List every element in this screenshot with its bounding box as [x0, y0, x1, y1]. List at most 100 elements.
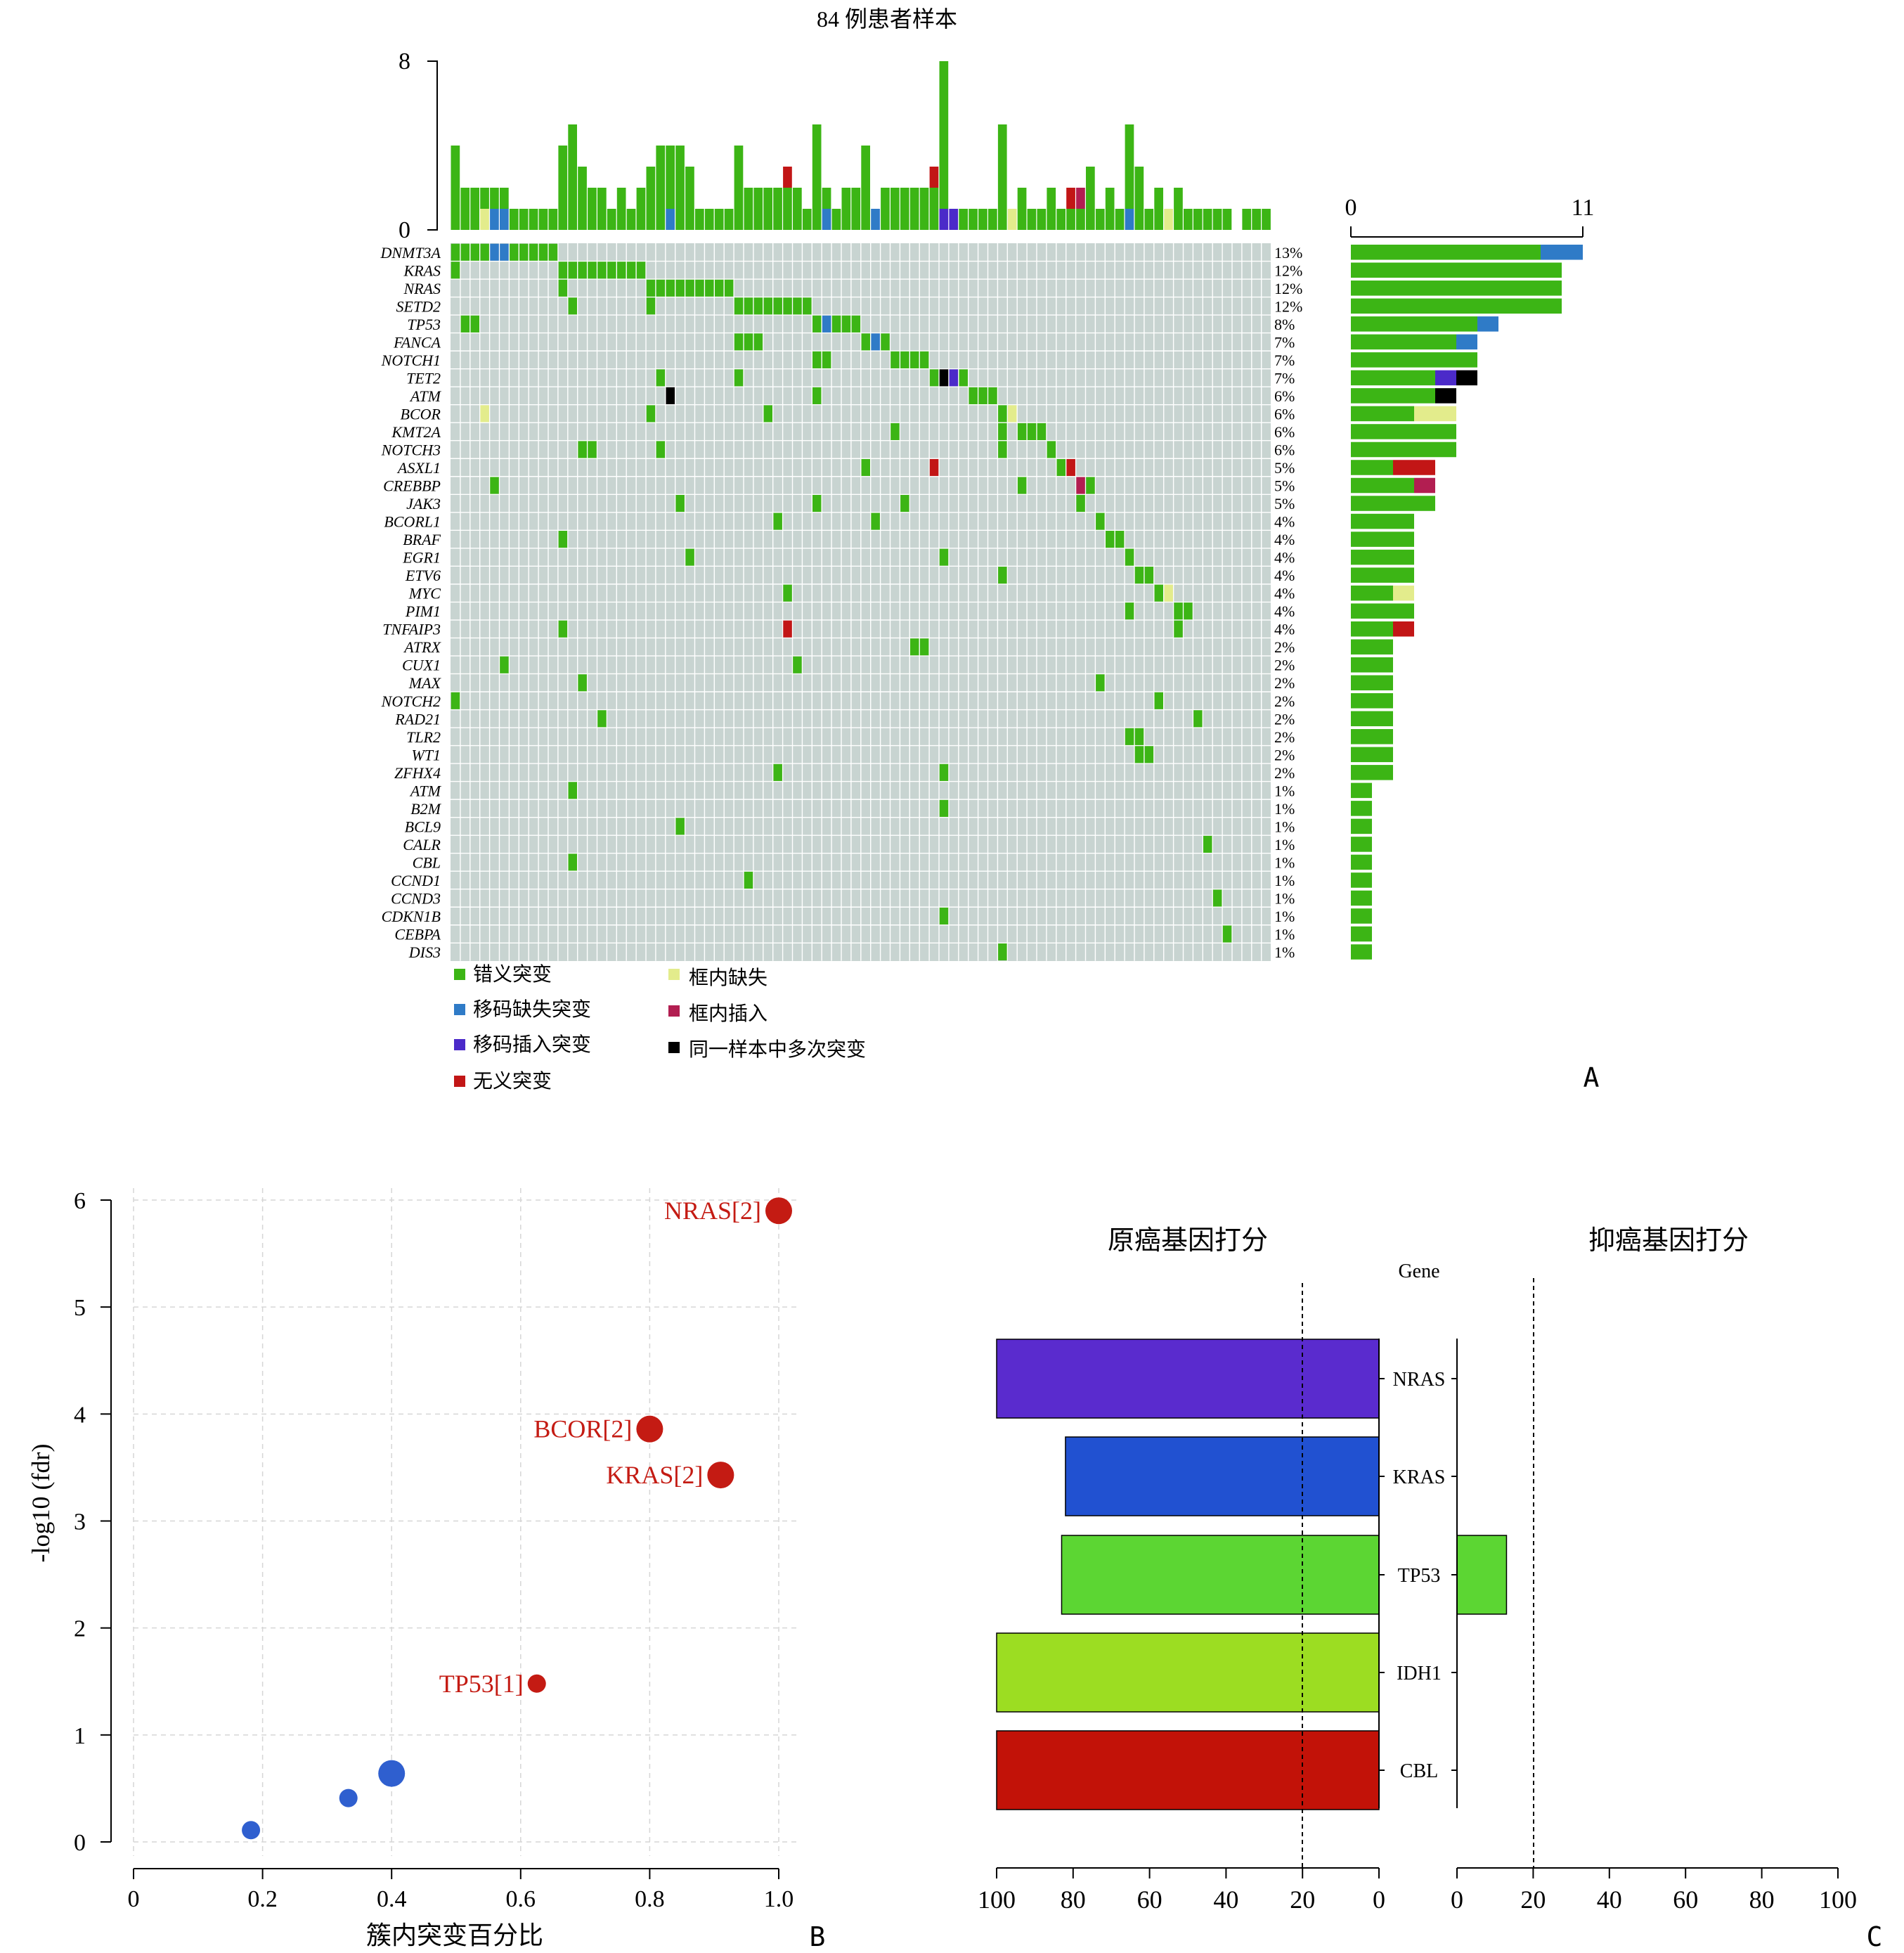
sample-bar-segment-missense — [1174, 188, 1183, 230]
scatter-x-axis-label: 簇内突变百分比 — [366, 1921, 543, 1950]
mutation-cell-jak3-missense — [812, 494, 822, 513]
oncogene-score-title: 原癌基因打分 — [1108, 1225, 1268, 1256]
sample-bar-segment-missense — [695, 209, 704, 230]
gene-label-bcl9: BCL9 — [405, 818, 441, 835]
sample-bar-segment-missense — [626, 209, 636, 230]
mutation-cell-kras-missense — [568, 262, 577, 279]
mutation-cell-bcor-missense — [998, 405, 1007, 423]
gene-bar-segment-tp53-missense — [1351, 316, 1477, 332]
gene-bar-segment-b2m-missense — [1351, 801, 1372, 816]
scatter-grid — [133, 1188, 798, 1856]
sample-bar-segment-missense — [1105, 188, 1115, 230]
gene-label-crebbp: CREBBP — [383, 477, 441, 495]
sample-bar-segment-frameshift_del — [1125, 209, 1134, 230]
oncogene-axis-tick-label: 60 — [1137, 1886, 1163, 1914]
mutation-cell-nras-missense — [705, 279, 714, 297]
sample-bar-segment-nonsense — [783, 167, 792, 188]
mutation-cell-bcorl1-missense — [871, 513, 880, 530]
gene-bar-segment-asxl1-missense — [1351, 460, 1393, 475]
sample-count-axis: 8 0 — [399, 49, 438, 243]
gene-percent-braf: 4% — [1274, 531, 1295, 548]
mutation-cell-dnmt3a-missense — [548, 243, 558, 261]
oncogene-score-bar-kras — [1065, 1436, 1380, 1516]
sample-bar-segment-missense — [646, 167, 656, 230]
gene-percent-dnmt3a: 13% — [1274, 244, 1302, 262]
gene-label-tet2: TET2 — [406, 369, 441, 387]
scatter-y-tick-label: 0 — [74, 1830, 86, 1856]
sample-bar-segment-missense — [480, 188, 489, 209]
mutation-cell-tp53-missense — [851, 315, 861, 333]
mutation-cell-ccnd3-missense — [1212, 889, 1222, 907]
gene-label-max: MAX — [408, 674, 442, 692]
mutation-cell-kras-missense — [597, 262, 607, 279]
gene-bar-segment-cdkn1b-missense — [1351, 908, 1372, 924]
gene-percent-nras: 12% — [1274, 280, 1302, 297]
gene-bar-segment-ccnd3-missense — [1351, 890, 1372, 906]
mutation-cell-egr1-missense — [685, 548, 694, 566]
gene-percent-zfhx4: 2% — [1274, 764, 1295, 782]
gene-label-ccnd3: CCND3 — [391, 889, 441, 907]
gene-column-header: Gene — [1398, 1261, 1439, 1282]
gene-score-label-nras: NRAS — [1393, 1369, 1446, 1391]
mutation-cell-nras-missense — [646, 279, 656, 297]
mutation-cell-tnfaip3-nonsense — [783, 620, 792, 638]
gene-bar-segment-tlr2-missense — [1351, 729, 1393, 745]
sample-bar-segment-missense — [519, 209, 529, 230]
mutation-cell-dnmt3a-missense — [519, 243, 529, 261]
sample-bar-segment-missense — [831, 209, 841, 230]
gene-bar-segment-ccnd1-missense — [1351, 872, 1372, 888]
mutation-cell-kras-missense — [451, 262, 460, 279]
gene-percent-tp53: 8% — [1274, 316, 1295, 333]
sample-bar-segment-missense — [1242, 209, 1252, 230]
gene-score-ticks: 100 80 60 40 20 0 0 20 40 60 80 100 — [978, 1868, 1857, 1914]
gene-percent-fanca: 7% — [1274, 333, 1295, 351]
mutation-cell-fanca-missense — [753, 333, 763, 351]
mutation-cell-kras-missense — [617, 262, 626, 279]
gene-bar-segment-zfhx4-missense — [1351, 765, 1393, 780]
mutation-cell-myc-missense — [1154, 584, 1163, 602]
mutation-cell-bcor-inframe_del — [1008, 405, 1017, 423]
sample-bar-segment-nonsense — [929, 167, 939, 188]
mutation-cell-egr1-missense — [939, 548, 949, 566]
mutation-cell-dnmt3a-missense — [538, 243, 548, 261]
gene-percent-labels: 13%12%12%12%8%7%7%7%6%6%6%6%5%5%5%4%4%4%… — [1274, 244, 1302, 961]
sample-bar-segment-missense — [900, 188, 909, 230]
gene-percent-bcor: 6% — [1274, 405, 1295, 423]
sample-bar-segment-missense — [1262, 209, 1271, 230]
sample-bar-segment-missense — [763, 188, 772, 230]
gene-percent-tnfaip3: 4% — [1274, 621, 1295, 638]
scatter-point — [242, 1821, 261, 1840]
scatter-y-tick-label: 3 — [74, 1509, 86, 1535]
gene-percent-calr: 1% — [1274, 836, 1295, 853]
gene-label-etv6: ETV6 — [405, 567, 441, 584]
mutation-cell-setd2-missense — [783, 297, 792, 315]
sample-bar-segment-missense — [588, 188, 597, 230]
sample-bar-segment-missense — [1086, 167, 1095, 230]
oncogene-score-bar-idh1 — [996, 1632, 1380, 1713]
mutation-cell-setd2-missense — [734, 297, 744, 315]
gene-percent-ccnd3: 1% — [1274, 889, 1295, 907]
gene-bar-segment-atrx-missense — [1351, 639, 1393, 655]
scatter-point-label-kras-2: KRAS[2] — [606, 1461, 703, 1489]
suppressor-axis-tick-label: 0 — [1451, 1886, 1463, 1914]
gene-bar-segment-tnfaip3-missense — [1351, 621, 1393, 637]
mutation-cell-wt1-missense — [1134, 746, 1144, 763]
gene-bar-segment-asxl1-nonsense — [1393, 460, 1435, 475]
mutation-cell-bcl9-missense — [675, 818, 685, 835]
mutation-cell-bcorl1-missense — [773, 513, 782, 530]
gene-label-bcorl1: BCORL1 — [384, 513, 441, 531]
mutation-cell-dnmt3a-missense — [510, 243, 519, 261]
gene-bar-segment-myc-missense — [1351, 585, 1393, 601]
mutation-cell-tet2-missense — [656, 369, 666, 387]
mutation-cell-cebpa-missense — [1222, 925, 1232, 943]
mutation-cell-pim1-missense — [1174, 602, 1183, 620]
oncogene-score-bar-cbl — [996, 1730, 1380, 1810]
scatter-y-tick-label: 1 — [74, 1723, 86, 1749]
mutation-cell-notch3-missense — [998, 441, 1007, 458]
gene-percent-atm: 6% — [1274, 387, 1295, 405]
sample-bar-segment-missense — [1252, 209, 1261, 230]
gene-label-atrx: ATRX — [403, 638, 441, 656]
scatter-x-tick-label: 0 — [128, 1886, 140, 1912]
legend-item-inframe-ins: 框内插入 — [668, 1002, 768, 1025]
sample-bar-segment-missense — [988, 209, 997, 230]
